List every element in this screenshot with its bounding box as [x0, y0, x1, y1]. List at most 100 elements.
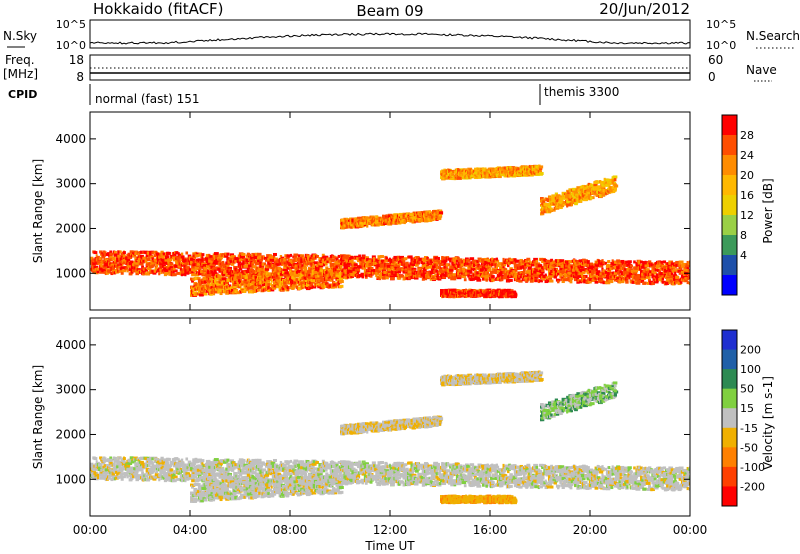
power-cell	[516, 259, 520, 263]
power-cell	[661, 277, 665, 281]
power-cell	[568, 263, 571, 267]
power-cell	[142, 272, 145, 276]
power-cell	[633, 271, 638, 275]
power-cell	[563, 276, 566, 280]
power-cell	[193, 269, 197, 273]
power-cell	[340, 224, 344, 228]
power-cell	[497, 175, 502, 179]
power-cell	[291, 265, 296, 269]
power-cell	[450, 277, 455, 281]
power-cell	[271, 264, 275, 268]
power-cell	[210, 286, 214, 290]
power-cell	[117, 250, 120, 254]
power-cell	[287, 279, 290, 283]
power-cell	[378, 274, 381, 278]
power-cell	[215, 284, 219, 288]
power-cell	[584, 260, 587, 264]
power-cell	[525, 259, 529, 263]
power-cell	[478, 265, 483, 269]
power-cell	[415, 263, 419, 267]
power-cell	[350, 225, 353, 229]
power-cell	[236, 260, 242, 264]
power-cell	[122, 251, 126, 255]
power-cell	[253, 256, 259, 260]
power-cell	[113, 253, 118, 257]
power-cell	[521, 265, 525, 269]
power-cell	[515, 272, 520, 276]
power-cell	[387, 215, 392, 219]
power-cell	[126, 269, 129, 273]
power-cell	[167, 268, 170, 272]
power-cell	[622, 272, 628, 276]
power-cell	[402, 216, 407, 220]
power-cell	[357, 270, 360, 274]
power-cell	[394, 215, 397, 219]
power-cell	[583, 275, 586, 279]
power-cell	[477, 276, 480, 280]
power-cell	[426, 266, 429, 270]
power-cell	[651, 270, 654, 274]
power-cell	[162, 261, 166, 265]
power-cell	[297, 254, 303, 258]
power-cell	[613, 271, 619, 275]
power-cell	[315, 275, 318, 279]
power-cell	[219, 279, 222, 283]
power-cell	[533, 260, 537, 264]
power-cell	[468, 264, 472, 268]
power-cell	[174, 264, 177, 268]
power-cell	[607, 273, 610, 277]
power-cell	[688, 276, 690, 280]
power-cell	[475, 266, 480, 270]
power-cell	[111, 266, 116, 270]
power-cell	[301, 264, 306, 268]
power-cell	[324, 284, 328, 288]
power-cell	[376, 265, 380, 269]
power-cell	[300, 273, 306, 277]
power-cell	[324, 255, 329, 259]
power-cell	[653, 280, 659, 284]
power-cell	[309, 276, 313, 280]
power-cell	[134, 256, 139, 260]
power-cell	[141, 265, 144, 269]
power-cell	[288, 263, 294, 267]
power-cell	[268, 277, 271, 281]
power-cell	[203, 292, 208, 296]
power-cell	[550, 258, 554, 262]
power-cell	[438, 213, 442, 217]
power-cell	[675, 279, 680, 283]
power-cell	[561, 280, 565, 284]
power-cell	[260, 270, 263, 274]
power-cell	[537, 267, 543, 271]
power-cell	[105, 258, 111, 262]
power-cell	[245, 263, 250, 267]
power-cell	[277, 276, 281, 280]
power-cell	[460, 170, 463, 174]
power-cell	[225, 281, 229, 285]
power-cell	[236, 279, 239, 283]
power-cell	[438, 272, 443, 276]
power-cell	[418, 257, 423, 261]
power-cell	[644, 271, 648, 275]
freq-tick-bottom: 8	[76, 70, 84, 84]
power-cell	[286, 288, 290, 292]
power-cell	[193, 255, 196, 259]
power-cell	[190, 261, 193, 265]
power-cell	[319, 262, 325, 266]
power-cell	[262, 277, 265, 281]
power-cell	[219, 265, 223, 269]
power-cell	[575, 263, 581, 267]
power-cell	[491, 275, 495, 279]
power-cell	[284, 263, 287, 267]
power-cell	[483, 272, 488, 276]
power-cell	[247, 290, 251, 294]
power-cell	[271, 268, 276, 272]
power-cell	[162, 270, 165, 274]
power-cell	[288, 277, 292, 281]
power-cell	[245, 254, 249, 258]
power-cell	[574, 261, 578, 265]
nave-tick-bottom: 0	[708, 70, 716, 84]
power-cell	[424, 259, 429, 263]
power-cell	[510, 172, 513, 176]
power-cell	[396, 273, 399, 277]
power-cell	[360, 272, 366, 276]
